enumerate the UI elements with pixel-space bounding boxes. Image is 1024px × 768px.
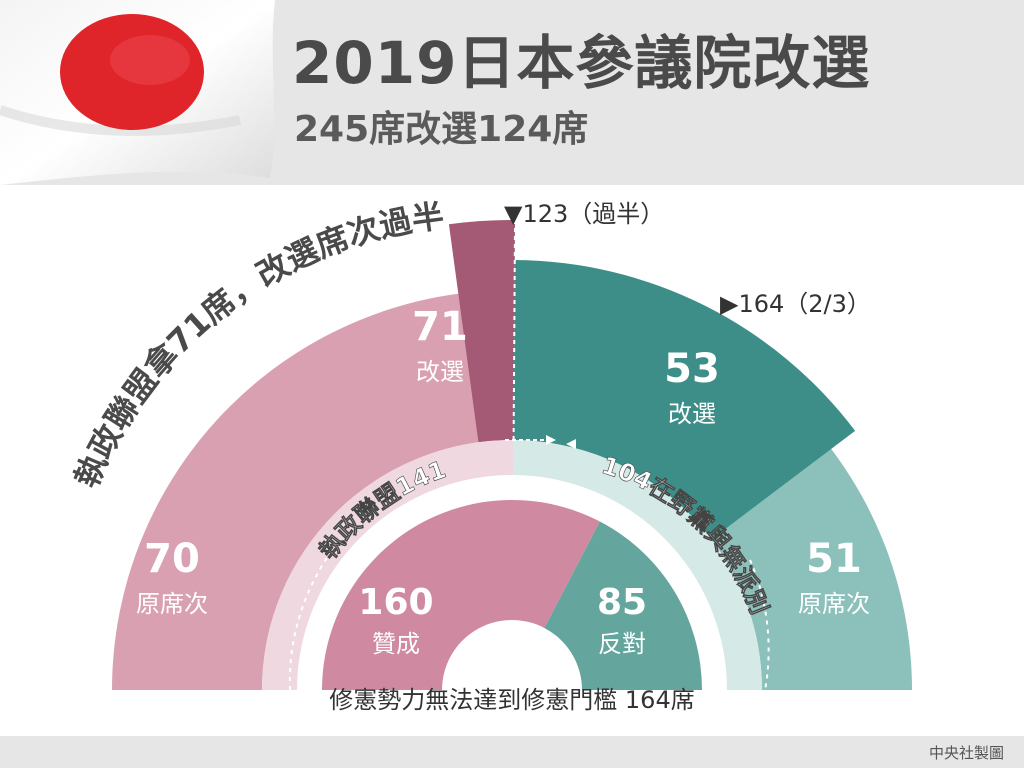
coalition-guide-line	[288, 539, 341, 691]
outer-coalition-label: 原席次	[136, 590, 208, 618]
middle-coalition-segment	[448, 220, 516, 443]
opposition-band	[513, 440, 762, 690]
inner-no-label: 反對	[598, 630, 646, 658]
threshold-note: 修憲勢力無法達到修憲門檻 164席	[329, 686, 694, 714]
outer-coalition-value: 70	[144, 536, 200, 582]
opposition-guide-line	[749, 559, 770, 691]
middle-opposition-value: 53	[664, 346, 720, 392]
opposition-arrowhead-icon	[566, 439, 576, 449]
two-thirds-marker: ▶164（2/3）	[720, 290, 871, 318]
outer-opposition-value: 51	[806, 536, 862, 582]
middle-coalition-label: 改選	[416, 358, 464, 386]
page-subtitle: 245席改選124席	[294, 109, 589, 150]
middle-coalition-value: 71	[412, 304, 468, 350]
credit-label: 中央社製圖	[928, 744, 1004, 762]
outer-opposition-label: 原席次	[798, 590, 870, 618]
coalition-band	[262, 439, 514, 690]
coalition-arrowhead-icon	[546, 435, 556, 445]
inner-yes-segment	[322, 500, 600, 690]
outer-coalition-segment	[112, 290, 515, 690]
japan-flag-icon	[0, 0, 275, 185]
middle-opposition-label: 改選	[668, 400, 716, 428]
majority-marker: ▼123（過半）	[504, 200, 664, 228]
inner-yes-label: 贊成	[372, 630, 420, 658]
inner-no-segment	[544, 521, 702, 690]
page-title: 2019日本參議院改選	[292, 29, 871, 97]
inner-no-value: 85	[597, 582, 647, 623]
footer-band	[0, 736, 1024, 768]
inner-yes-value: 160	[358, 582, 433, 623]
middle-opposition-segment	[513, 260, 856, 540]
